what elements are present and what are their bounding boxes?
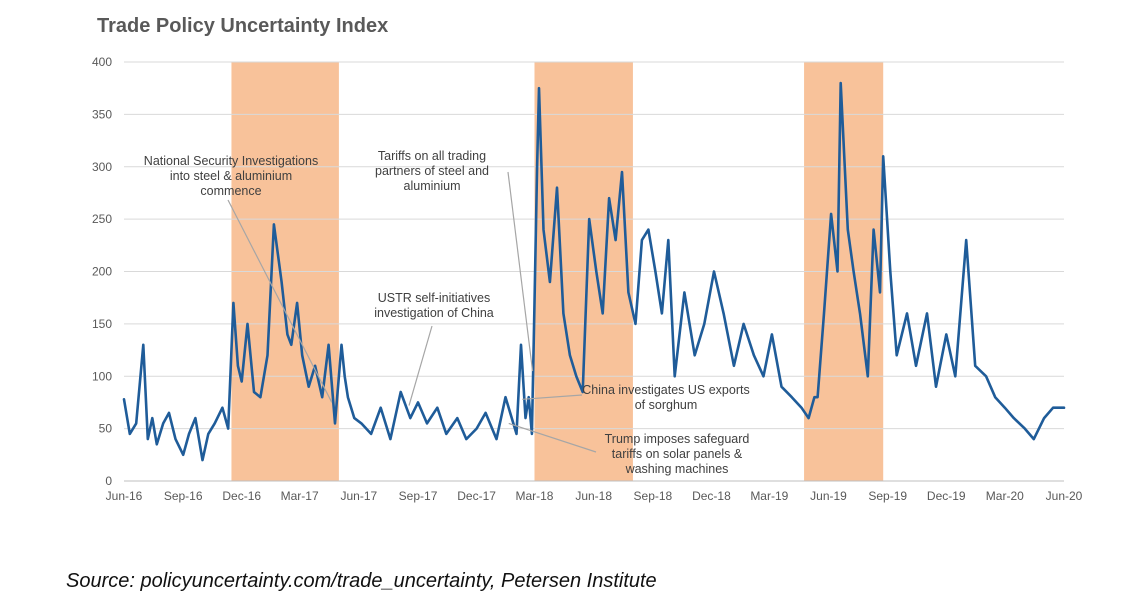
x-tick-label-Sep-17: Sep-17	[399, 489, 438, 503]
x-tick-label-Dec-17: Dec-17	[457, 489, 496, 503]
annotation-5-line-2: tariffs on solar panels &	[612, 447, 743, 461]
source-note: Source: policyuncertainty.com/trade_unce…	[66, 570, 657, 592]
annotation-leader-5	[508, 422, 597, 453]
annotation-2-line-3: aluminium	[404, 179, 461, 193]
x-tick-label-Sep-16: Sep-16	[164, 489, 203, 503]
x-tick-label-Sep-18: Sep-18	[634, 489, 673, 503]
annotation-1-line-3: commence	[200, 184, 261, 198]
x-tick-label-Dec-18: Dec-18	[692, 489, 731, 503]
x-tick-label-Mar-18: Mar-18	[515, 489, 553, 503]
x-tick-label-Jun-19: Jun-19	[810, 489, 847, 503]
axes: 0 50 100 150 200 250 300 350 400 Jun-16 Sep-16 Dec-…	[92, 55, 1083, 503]
annotation-1-line-1: National Security Investigations	[144, 154, 318, 168]
x-tick-label-Jun-17: Jun-17	[340, 489, 377, 503]
annotation-2-line-1: Tariffs on all trading	[378, 149, 486, 163]
x-tick-label-Mar-20: Mar-20	[986, 489, 1024, 503]
y-tick-label-200: 200	[92, 265, 112, 279]
annotation-leader-1	[227, 199, 333, 403]
annotation-3-line-2: investigation of China	[374, 306, 494, 320]
y-tick-label-0: 0	[105, 474, 112, 488]
x-tick-label-Sep-19: Sep-19	[868, 489, 907, 503]
x-tick-label-Mar-17: Mar-17	[281, 489, 319, 503]
x-tick-label-Dec-16: Dec-16	[222, 489, 261, 503]
x-tick-label-Jun-20: Jun-20	[1046, 489, 1083, 503]
annotation-leader-3	[408, 325, 433, 406]
x-tick-label-Mar-19: Mar-19	[750, 489, 788, 503]
annotation-4-line-1: China investigates US exports	[582, 383, 749, 397]
annotation-5-line-3: washing machines	[625, 462, 729, 476]
annotation-1-line-2: into steel & aluminium	[170, 169, 292, 183]
series-line-1	[122, 81, 1066, 462]
y-tick-label-300: 300	[92, 160, 112, 174]
x-tick-label-Jun-18: Jun-18	[575, 489, 612, 503]
annotation-leader-4	[522, 394, 583, 400]
series-layer	[122, 81, 1066, 462]
y-tick-label-100: 100	[92, 369, 112, 383]
y-tick-label-350: 350	[92, 107, 112, 121]
y-tick-label-250: 250	[92, 212, 112, 226]
annotation-leader-2	[507, 171, 534, 372]
chart-title: Trade Policy Uncertainty Index	[97, 15, 389, 37]
annotation-4-line-2: of sorghum	[635, 398, 698, 412]
x-tick-label-Jun-16: Jun-16	[106, 489, 143, 503]
annotation-5-line-1: Trump imposes safeguard	[605, 432, 750, 446]
annotation-3-line-1: USTR self-initiatives	[378, 291, 491, 305]
annotation-2-line-2: partners of steel and	[375, 164, 489, 178]
y-tick-label-50: 50	[99, 422, 113, 436]
x-tick-label-Dec-19: Dec-19	[927, 489, 966, 503]
y-tick-label-400: 400	[92, 55, 112, 69]
y-tick-label-150: 150	[92, 317, 112, 331]
